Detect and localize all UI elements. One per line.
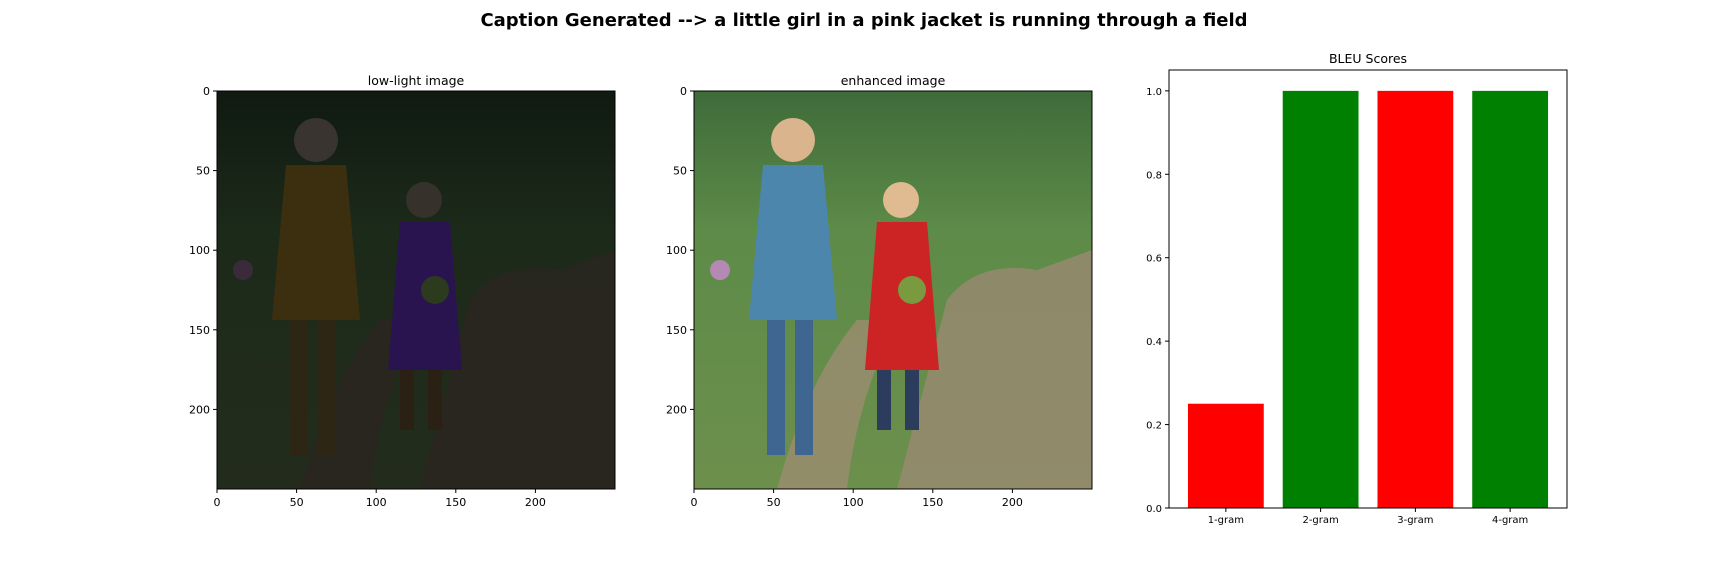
bleu-y-tick-label: 0.0 — [1146, 504, 1162, 515]
enhanced-y-tick-label: 150 — [666, 324, 687, 337]
low-light-y-tick-label: 0 — [203, 85, 210, 98]
low-light-x-tick-label: 100 — [366, 496, 387, 509]
low-light-x-tick-label: 150 — [445, 496, 466, 509]
enhanced-photo — [694, 91, 1092, 489]
bleu-x-tick-label: 3-gram — [1397, 515, 1433, 526]
low-light-y-tick-label: 150 — [189, 324, 210, 337]
enhanced-y-tick-label: 0 — [680, 85, 687, 98]
panel-bleu-scores: BLEU Scores 1-gram 2-gram 3-gram 4-gram 0.0… — [1146, 51, 1568, 526]
enhanced-y-tick-label: 50 — [673, 165, 687, 178]
panel-enhanced-title: enhanced image — [841, 73, 946, 88]
enhanced-x-tick-label: 100 — [843, 496, 864, 509]
low-light-x-tick-label: 0 — [214, 496, 221, 509]
low-light-x-ticks: 0 50 100 150 200 — [214, 489, 546, 509]
enhanced-frame — [693, 90, 1093, 490]
bleu-bars — [1187, 90, 1549, 508]
bleu-chart-title: BLEU Scores — [1329, 51, 1407, 66]
bar-4-gram — [1472, 90, 1549, 508]
low-light-x-tick-label: 200 — [525, 496, 546, 509]
panel-enhanced-image: enhanced image 0 50 100 150 200 0 50 100 150 200 — [666, 73, 1093, 509]
bar-1-gram — [1187, 403, 1264, 508]
bar-3-gram — [1377, 90, 1454, 508]
figure-suptitle: Caption Generated --> a little girl in a… — [480, 10, 1247, 31]
low-light-frame — [216, 90, 616, 490]
enhanced-y-tick-label: 100 — [666, 244, 687, 257]
bleu-y-tick-label: 0.6 — [1146, 254, 1162, 265]
panel-low-light-title: low-light image — [368, 73, 465, 88]
low-light-y-tick-label: 100 — [189, 244, 210, 257]
enhanced-y-tick-label: 200 — [666, 403, 687, 416]
bleu-y-tick-label: 0.2 — [1146, 421, 1162, 432]
enhanced-x-tick-label: 0 — [691, 496, 698, 509]
panel-low-light-image: low-light image 0 50 100 150 200 0 50 100 150 20… — [189, 73, 616, 509]
bleu-y-ticks: 0.0 0.2 0.4 0.6 0.8 1.0 — [1146, 87, 1169, 515]
low-light-photo — [217, 91, 615, 489]
bleu-y-tick-label: 0.8 — [1146, 170, 1162, 181]
low-light-y-tick-label: 50 — [196, 165, 210, 178]
low-light-x-tick-label: 50 — [290, 496, 304, 509]
bleu-x-tick-label: 4-gram — [1492, 515, 1528, 526]
enhanced-x-tick-label: 200 — [1002, 496, 1023, 509]
bleu-y-tick-label: 1.0 — [1146, 87, 1162, 98]
bleu-y-tick-label: 0.4 — [1146, 337, 1162, 348]
bar-2-gram — [1282, 90, 1359, 508]
enhanced-x-tick-label: 50 — [767, 496, 781, 509]
low-light-y-ticks: 0 50 100 150 200 — [189, 85, 217, 416]
enhanced-y-ticks: 0 50 100 150 200 — [666, 85, 694, 416]
enhanced-x-ticks: 0 50 100 150 200 — [691, 489, 1023, 509]
bleu-x-tick-label: 2-gram — [1302, 515, 1338, 526]
low-light-y-tick-label: 200 — [189, 403, 210, 416]
enhanced-x-tick-label: 150 — [922, 496, 943, 509]
bleu-plot-frame — [1168, 69, 1568, 509]
bleu-x-tick-label: 1-gram — [1208, 515, 1244, 526]
bleu-x-ticks: 1-gram 2-gram 3-gram 4-gram — [1208, 508, 1528, 526]
